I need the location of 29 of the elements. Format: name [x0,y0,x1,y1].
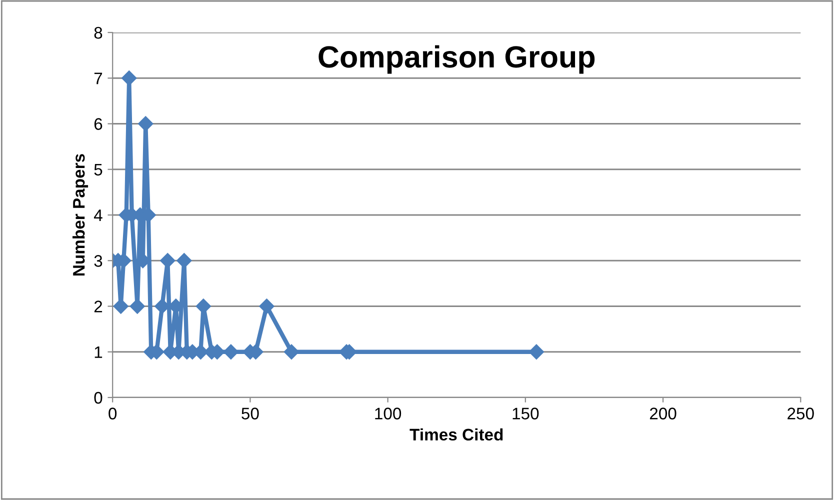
x-axis-title: Times Cited [410,428,503,441]
point [259,298,274,314]
point [122,70,137,86]
y-tick-label: 1 [94,346,102,358]
point [138,116,154,132]
y-tick-label: 2 [94,300,102,312]
point [113,298,128,314]
y-tick-label: 4 [94,210,102,222]
x-tick-label: 250 [788,408,814,420]
point [160,253,176,268]
point [176,253,192,268]
y-tick-label: 0 [94,392,102,404]
y-tick-label: 3 [94,255,102,267]
x-tick-label: 150 [512,408,539,420]
y-tick-label: 7 [94,72,102,84]
x-tick-label: 100 [375,408,402,420]
x-tick-label: 50 [242,408,259,420]
point [223,344,239,360]
y-axis-title: Number Papers [72,154,88,276]
x-tick-label: 0 [108,408,117,420]
chart-title: Comparison Group [318,45,595,74]
x-tick-label: 200 [650,408,676,420]
point [196,298,211,314]
y-tick-label: 8 [94,26,102,39]
y-tick-label: 5 [94,164,102,176]
point [284,344,300,360]
point [130,298,145,314]
point [528,344,544,360]
y-tick-label: 6 [94,118,102,130]
